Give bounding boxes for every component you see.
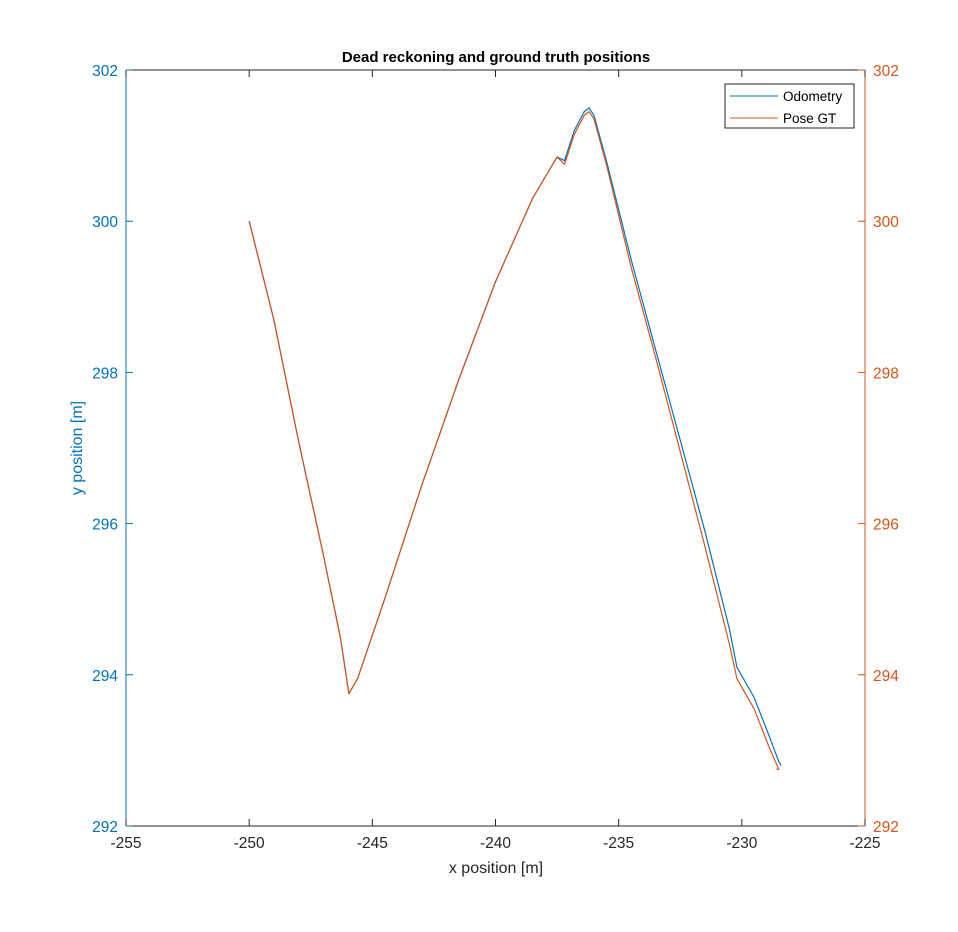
- x-tick-label: -240: [480, 835, 511, 852]
- x-axis-label: x position [m]: [449, 860, 543, 877]
- x-tick-label: -230: [726, 835, 757, 852]
- legend: Odometry Pose GT: [724, 83, 855, 129]
- y-right-tick-label: 300: [873, 214, 899, 231]
- y-left-tick-label: 300: [92, 214, 118, 231]
- y-left-tick-label: 292: [92, 819, 118, 836]
- legend-label-pose-gt: Pose GT: [783, 111, 836, 126]
- x-tick-label: -235: [603, 835, 634, 852]
- y-left-tick-label: 294: [92, 668, 118, 685]
- x-tick-label: -245: [357, 835, 388, 852]
- series-layer: [248, 107, 782, 770]
- chart-title: Dead reckoning and ground truth position…: [342, 49, 650, 66]
- x-tick-label: -250: [234, 835, 265, 852]
- y-ticks-right: 292 294 296 298 300 302: [858, 63, 899, 836]
- x-ticks: -255 -250 -245 -240 -235 -230 -225: [110, 70, 881, 852]
- y-axis-label: y position [m]: [69, 401, 86, 495]
- legend-label-odometry: Odometry: [783, 89, 843, 104]
- y-right-tick-label: 296: [873, 517, 899, 534]
- y-right-tick-label: 302: [873, 63, 899, 80]
- y-right-tick-label: 294: [873, 668, 899, 685]
- y-left-tick-label: 302: [92, 63, 118, 80]
- x-tick-label: -255: [110, 835, 141, 852]
- y-left-tick-label: 296: [92, 517, 118, 534]
- y-ticks-left: 292 294 296 298 300 302: [92, 63, 133, 836]
- y-right-tick-label: 298: [873, 365, 899, 382]
- plot-area: [126, 70, 865, 826]
- y-left-tick-label: 298: [92, 365, 118, 382]
- series-line-pose-gt: [248, 110, 780, 770]
- legend-box: [724, 83, 855, 129]
- y-right-tick-label: 292: [873, 819, 899, 836]
- x-tick-label: -225: [849, 835, 880, 852]
